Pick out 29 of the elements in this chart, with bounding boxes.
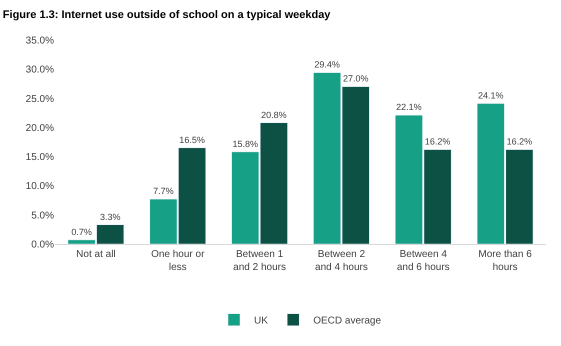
legend-label: UK — [254, 316, 268, 327]
y-tick-label: 15.0% — [26, 152, 54, 164]
y-tick-label: 30.0% — [26, 64, 54, 76]
y-tick-label: 35.0% — [26, 36, 54, 46]
x-tick-label: One hour or less — [151, 249, 206, 273]
x-tick-label: Between 4 and 6 hours — [396, 249, 450, 273]
data-label: 16.5% — [179, 134, 205, 145]
data-label: 7.7% — [153, 186, 174, 196]
data-label: 3.3% — [100, 212, 120, 222]
data-label: 0.7% — [71, 226, 92, 237]
data-label: 16.2% — [424, 136, 450, 147]
data-label: 16.2% — [506, 136, 532, 147]
x-tick-label: More than 6 hours — [478, 249, 532, 273]
x-tick-label: Between 2 and 4 hours — [315, 249, 368, 273]
data-label: 22.1% — [396, 102, 422, 112]
data-label: 24.1% — [478, 90, 504, 101]
y-tick-label: 10.0% — [26, 181, 54, 192]
y-tick-label: 25.0% — [26, 94, 54, 105]
data-label: 29.4% — [314, 60, 340, 70]
y-tick-label: 5.0% — [31, 210, 54, 222]
data-label: 20.8% — [261, 110, 287, 120]
x-tick-label: Between 1 and 2 hours — [233, 249, 286, 273]
data-label: 15.8% — [232, 138, 258, 149]
x-tick-label: Not at all — [76, 249, 116, 260]
legend-label: OECD average — [313, 316, 382, 327]
data-label: 27.0% — [342, 74, 368, 84]
y-tick-label: 20.0% — [26, 122, 54, 134]
chart-title: Figure 1.3: Internet use outside of school on a typical weekday — [2, 9, 332, 22]
y-tick-label: 0.0% — [31, 240, 54, 250]
